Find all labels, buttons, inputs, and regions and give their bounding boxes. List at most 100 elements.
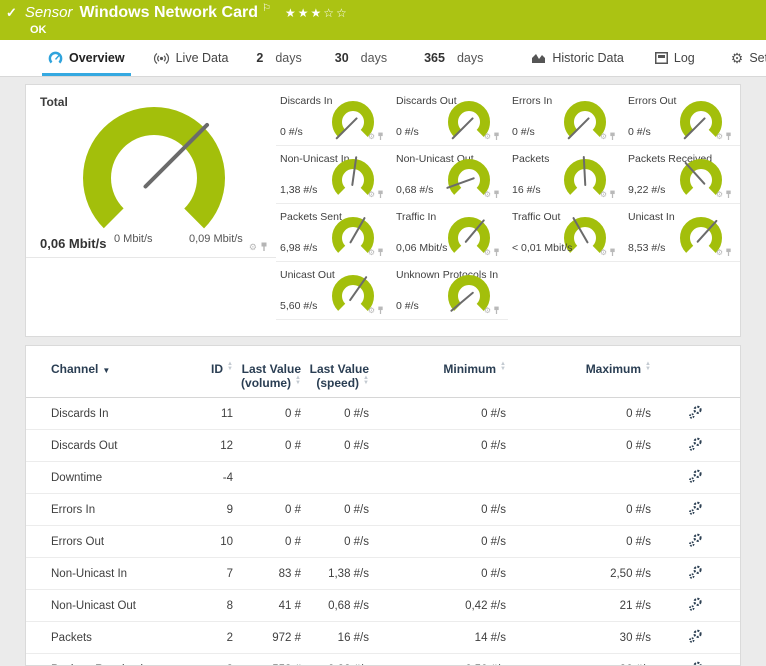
tab-label: Log — [673, 51, 695, 65]
gauge-value: < 0,01 Mbit/s — [512, 242, 573, 254]
pin-icon[interactable] — [377, 248, 384, 257]
table-row: Non-Unicast Out 8 41 # 0,68 #/s 0,42 #/s… — [26, 589, 740, 622]
cell-max: 0 #/s — [506, 525, 651, 558]
gauge-settings-gear-icon[interactable]: ⚙ — [367, 305, 375, 315]
channel-settings-button[interactable] — [688, 597, 703, 615]
pin-icon[interactable] — [377, 132, 384, 141]
small-gauge-needle — [696, 219, 718, 243]
total-gauge-title: Total — [40, 95, 68, 109]
column-header-last-value-speed[interactable]: Last Value (speed) ▲ ▼ — [301, 346, 369, 398]
channel-settings-button[interactable] — [688, 469, 703, 487]
star-rating[interactable]: ★★★☆☆ — [284, 6, 349, 20]
sensor-kind-label: Sensor — [24, 4, 73, 21]
sort-icon: ▲ ▼ — [363, 375, 369, 386]
cell-volume: 553 # — [233, 653, 301, 665]
tab-live-data[interactable]: Live Data — [151, 40, 231, 76]
gauge-cell: Errors Out 0 #/s ⚙ — [624, 88, 740, 146]
gauge-label: Unicast In — [628, 211, 675, 223]
gauge-settings-gear-icon[interactable]: ⚙ — [367, 131, 375, 141]
column-label: Maximum — [585, 362, 642, 376]
sort-icon: ▲ ▼ — [227, 361, 233, 372]
cell-max: 30 #/s — [506, 621, 651, 654]
gauge-label: Errors In — [512, 95, 553, 107]
tab-overview[interactable]: Overview — [42, 40, 131, 76]
tab-historic-data[interactable]: Historic Data — [529, 40, 626, 76]
gauge-cell: Non-Unicast Out 0,68 #/s ⚙ — [392, 146, 508, 204]
pin-icon[interactable] — [609, 132, 616, 141]
small-gauge — [448, 275, 490, 317]
gauge-cell: Packets Received 9,22 #/s ⚙ — [624, 146, 740, 204]
gauge-settings-gear-icon[interactable]: ⚙ — [715, 131, 723, 141]
channel-settings-button[interactable] — [688, 661, 703, 665]
gauge-settings-gear-icon[interactable]: ⚙ — [483, 189, 491, 199]
gauge-settings-gear-icon[interactable]: ⚙ — [248, 241, 257, 252]
channel-settings-button[interactable] — [688, 629, 703, 647]
pin-icon[interactable] — [493, 248, 500, 257]
gears-icon — [693, 661, 702, 665]
column-label: ID — [211, 362, 224, 376]
gauge-icon — [48, 51, 63, 66]
channel-settings-button[interactable] — [688, 565, 703, 583]
tab-settings[interactable]: ⚙ Settings — [729, 40, 766, 76]
gauge-label: Non-Unicast In — [280, 153, 350, 165]
small-gauge — [680, 101, 722, 143]
pin-icon[interactable] — [377, 306, 384, 315]
gauge-settings-gear-icon[interactable]: ⚙ — [367, 189, 375, 199]
cell-min: 0 #/s — [369, 397, 506, 430]
table-row: Non-Unicast In 7 83 # 1,38 #/s 0 #/s 2,5… — [26, 557, 740, 590]
gauge-settings-gear-icon[interactable]: ⚙ — [483, 305, 491, 315]
cell-min: 0 #/s — [369, 525, 506, 558]
tab-2-days[interactable]: 2 days — [254, 40, 303, 76]
column-header-maximum[interactable]: Maximum ▲ ▼ — [506, 346, 651, 398]
column-header-channel[interactable]: Channel ▼ — [26, 346, 181, 398]
gauge-settings-gear-icon[interactable]: ⚙ — [715, 189, 723, 199]
column-header-last-value-volume[interactable]: Last Value (volume) ▲ ▼ — [233, 346, 301, 398]
gauge-cell: Traffic Out < 0,01 Mbit/s ⚙ — [508, 204, 624, 262]
tab-365-days[interactable]: 365 days — [422, 40, 485, 76]
channel-settings-button[interactable] — [688, 405, 703, 423]
cell-channel: Discards Out — [26, 429, 181, 462]
channel-settings-button[interactable] — [688, 501, 703, 519]
pin-icon[interactable] — [609, 190, 616, 199]
pin-icon[interactable] — [725, 190, 732, 199]
gauge-settings-gear-icon[interactable]: ⚙ — [599, 247, 607, 257]
pin-icon[interactable] — [725, 132, 732, 141]
pin-icon[interactable] — [377, 190, 384, 199]
gauge-settings-gear-icon[interactable]: ⚙ — [715, 247, 723, 257]
column-header-id[interactable]: ID ▲ ▼ — [181, 346, 233, 398]
column-header-minimum[interactable]: Minimum ▲ ▼ — [369, 346, 506, 398]
pin-icon[interactable] — [725, 248, 732, 257]
pin-icon[interactable] — [493, 132, 500, 141]
gauge-settings-gear-icon[interactable]: ⚙ — [483, 131, 491, 141]
tab-log[interactable]: Log — [653, 40, 697, 76]
cell-id: 10 — [181, 525, 233, 558]
cell-speed: 0 #/s — [301, 493, 369, 526]
gauge-label: Errors Out — [628, 95, 677, 107]
gauge-settings-gear-icon[interactable]: ⚙ — [599, 189, 607, 199]
gauge-settings-gear-icon[interactable]: ⚙ — [483, 247, 491, 257]
cell-volume: 0 # — [233, 429, 301, 462]
pin-icon[interactable] — [493, 190, 500, 199]
cell-volume — [233, 461, 301, 494]
cell-max: 0 #/s — [506, 397, 651, 430]
sort-icon: ▲ ▼ — [500, 361, 506, 372]
small-gauge-needle — [446, 177, 475, 189]
cell-max: 0 #/s — [506, 493, 651, 526]
channel-settings-button[interactable] — [688, 437, 703, 455]
gauge-settings-gear-icon[interactable]: ⚙ — [367, 247, 375, 257]
channel-settings-button[interactable] — [688, 533, 703, 551]
total-gauge-section: Total 0 Mbit/s 0,09 Mbit/s 0,06 Mbit/s ⚙ — [26, 85, 276, 258]
small-gauge-needle — [450, 291, 474, 312]
tab-30-days[interactable]: 30 days — [333, 40, 389, 76]
pin-icon[interactable] — [609, 248, 616, 257]
cell-min: 14 #/s — [369, 621, 506, 654]
pin-icon[interactable] — [493, 306, 500, 315]
flag-icon[interactable]: ⚐ — [261, 3, 271, 14]
table-row: Discards Out 12 0 # 0 #/s 0 #/s 0 #/s — [26, 429, 740, 462]
cell-max: 0 #/s — [506, 429, 651, 462]
small-gauge-needle — [572, 217, 589, 244]
tab-number: 30 — [334, 51, 349, 65]
gauge-settings-gear-icon[interactable]: ⚙ — [599, 131, 607, 141]
cell-speed: 0 #/s — [301, 397, 369, 430]
pin-icon[interactable] — [260, 242, 268, 252]
